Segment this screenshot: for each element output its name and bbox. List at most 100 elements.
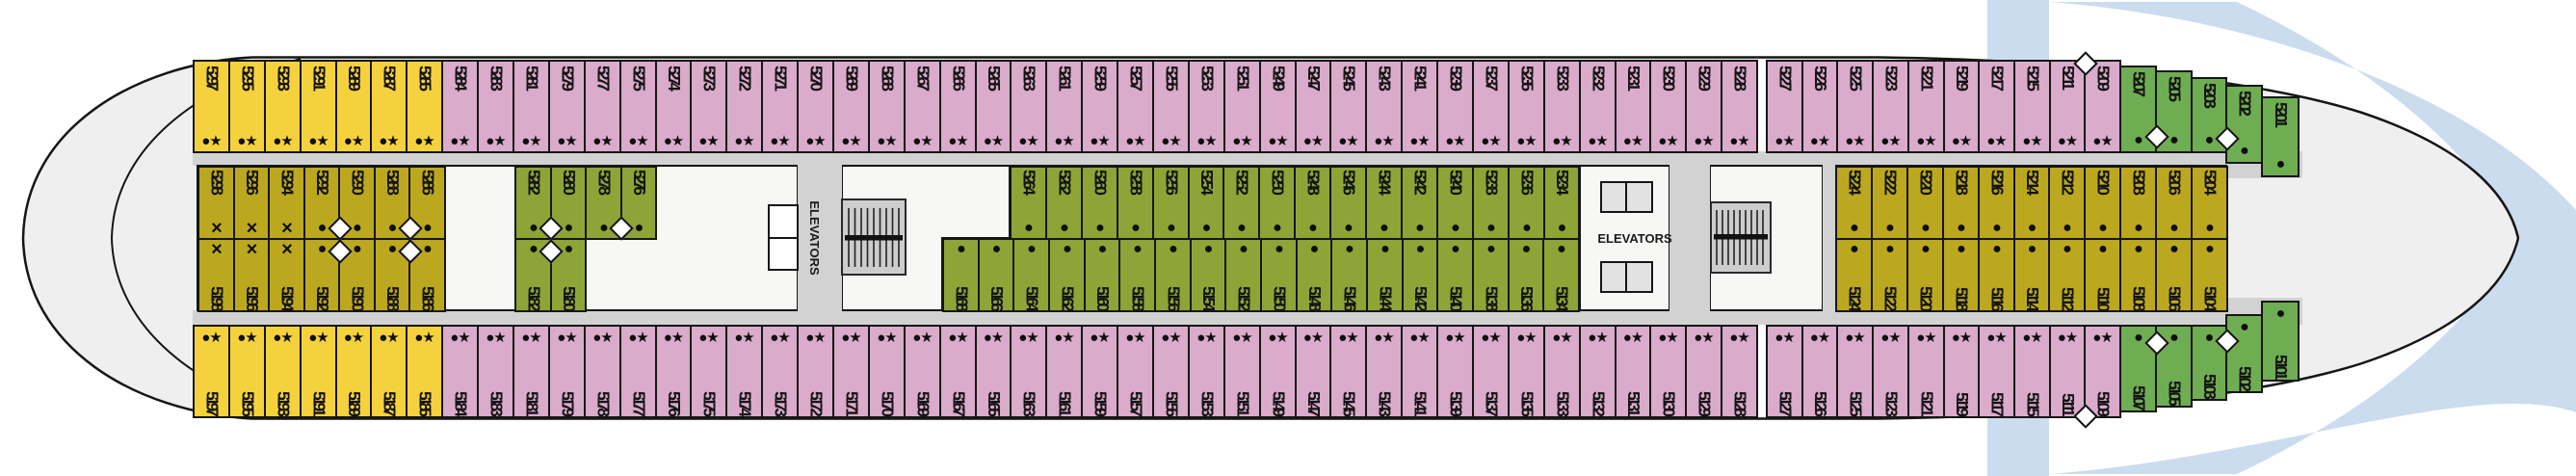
cabin-5270[interactable]: 5270 ●★ [797,60,834,153]
cabin-5204[interactable]: 5204 ● [2191,166,2228,240]
cabin-5272[interactable]: 5272 ●★ [725,60,763,153]
cabin-5223[interactable]: 5223 ●★ [1872,60,1909,153]
cabin-5235[interactable]: 5235 ●★ [1508,60,1545,153]
cabin-5226[interactable]: 5226 ●★ [1801,60,1838,153]
cabin-5118[interactable]: ● 5118 [1942,238,1980,312]
cabin-5263[interactable]: 5263 ●★ [1010,60,1047,153]
cabin-5192[interactable]: ● 5192 [303,238,340,312]
cabin-5297[interactable]: 5297 ●★ [193,60,230,153]
cabin-5120[interactable]: ● 5120 [1906,238,1944,312]
cabin-5180[interactable]: ● 5180 [550,238,587,312]
cabin-5244[interactable]: 5244 ● [1365,166,1403,240]
cabin-5136[interactable]: ● 5136 [1508,238,1544,312]
cabin-5121[interactable]: ●★ 5121 [1907,325,1945,418]
cabin-5203[interactable]: 5203 ● [2191,77,2227,153]
cabin-5214[interactable]: 5214 ● [2013,166,2050,240]
cabin-5211[interactable]: 5211 ●★ [2049,60,2086,153]
cabin-5264[interactable]: 5264 ● [1010,166,1047,240]
cabin-5206[interactable]: 5206 ● [2155,166,2193,240]
cabin-5149[interactable]: ●★ 5149 [1259,325,1297,418]
cabin-5164[interactable]: ● 5164 [1012,238,1050,312]
cabin-5233[interactable]: 5233 ●★ [1543,60,1581,153]
cabin-5255[interactable]: 5255 ●★ [1152,60,1190,153]
cabin-5237[interactable]: 5237 ●★ [1472,60,1510,153]
cabin-5286[interactable]: 5286 ● [408,166,446,240]
cabin-5216[interactable]: 5216 ● [1978,166,2015,240]
cabin-5163[interactable]: ●★ 5163 [1010,325,1047,418]
cabin-5218[interactable]: 5218 ● [1942,166,1980,240]
cabin-5262[interactable]: 5262 ● [1045,166,1083,240]
cabin-5251[interactable]: 5251 ●★ [1223,60,1261,153]
cabin-5294[interactable]: 5294 × [268,166,305,240]
cabin-5189[interactable]: ●★ 5189 [335,325,372,418]
cabin-5229[interactable]: 5229 ●★ [1685,60,1722,153]
cabin-5196[interactable]: × 5196 [233,238,270,312]
cabin-5209[interactable]: 5209 ●★ [2084,60,2121,153]
cabin-5119[interactable]: ●★ 5119 [1943,325,1980,418]
cabin-5147[interactable]: ●★ 5147 [1295,325,1331,418]
cabin-5253[interactable]: 5253 ●★ [1188,60,1225,153]
cabin-5191[interactable]: ●★ 5191 [300,325,337,418]
cabin-5103[interactable]: ● 5103 [2191,325,2227,401]
cabin-5243[interactable]: 5243 ●★ [1365,60,1403,153]
cabin-5159[interactable]: ●★ 5159 [1081,325,1118,418]
cabin-5247[interactable]: 5247 ●★ [1295,60,1331,153]
cabin-5202[interactable]: 5202 ● [2225,85,2263,164]
cabin-5258[interactable]: 5258 ● [1117,166,1154,240]
cabin-5261[interactable]: 5261 ●★ [1045,60,1083,153]
cabin-5197[interactable]: ●★ 5197 [193,325,230,418]
cabin-5260[interactable]: 5260 ● [1081,166,1118,240]
cabin-5112[interactable]: ● 5112 [2048,238,2086,312]
cabin-5122[interactable]: ● 5122 [1871,238,1908,312]
cabin-5150[interactable]: ● 5150 [1260,238,1298,312]
cabin-5104[interactable]: ● 5104 [2191,238,2228,312]
cabin-5287[interactable]: 5287 ●★ [370,60,407,153]
cabin-5232[interactable]: 5232 ●★ [1579,60,1617,153]
cabin-5137[interactable]: ●★ 5137 [1472,325,1510,418]
cabin-5217[interactable]: 5217 ●★ [1978,60,2015,153]
cabin-5175[interactable]: ●★ 5175 [690,325,727,418]
cabin-5171[interactable]: ●★ 5171 [832,325,870,418]
cabin-5256[interactable]: 5256 ● [1152,166,1190,240]
cabin-5179[interactable]: ●★ 5179 [548,325,586,418]
cabin-5274[interactable]: 5274 ●★ [655,60,692,153]
cabin-5220[interactable]: 5220 ● [1906,166,1944,240]
cabin-5208[interactable]: 5208 ● [2119,166,2157,240]
cabin-5101[interactable]: ● 5101 [2261,301,2300,382]
cabin-5221[interactable]: 5221 ●★ [1907,60,1945,153]
cabin-5125[interactable]: ●★ 5125 [1836,325,1874,418]
cabin-5239[interactable]: 5239 ●★ [1436,60,1474,153]
cabin-5156[interactable]: ● 5156 [1154,238,1192,312]
cabin-5108[interactable]: ● 5108 [2119,238,2157,312]
cabin-5132[interactable]: ●★ 5132 [1579,325,1617,418]
cabin-5161[interactable]: ●★ 5161 [1045,325,1083,418]
cabin-5177[interactable]: ●★ 5177 [619,325,657,418]
cabin-5162[interactable]: ● 5162 [1048,238,1086,312]
cabin-5185[interactable]: ●★ 5185 [406,325,443,418]
cabin-5242[interactable]: 5242 ● [1401,166,1438,240]
cabin-5269[interactable]: 5269 ●★ [832,60,870,153]
cabin-5138[interactable]: ● 5138 [1472,238,1510,312]
cabin-5249[interactable]: 5249 ●★ [1259,60,1297,153]
cabin-5219[interactable]: 5219 ●★ [1943,60,1980,153]
cabin-5266[interactable]: 5266 ●★ [939,60,977,153]
cabin-5254[interactable]: 5254 ● [1188,166,1224,240]
cabin-5115[interactable]: ●★ 5115 [2013,325,2051,418]
cabin-5245[interactable]: 5245 ●★ [1329,60,1367,153]
cabin-5290[interactable]: 5290 ● [338,166,376,240]
cabin-5194[interactable]: × 5194 [268,238,305,312]
cabin-5273[interactable]: 5273 ●★ [690,60,727,153]
cabin-5176[interactable]: ●★ 5176 [655,325,692,418]
cabin-5225[interactable]: 5225 ●★ [1836,60,1874,153]
cabin-5123[interactable]: ●★ 5123 [1872,325,1909,418]
cabin-5139[interactable]: ●★ 5139 [1436,325,1474,418]
cabin-5250[interactable]: 5250 ● [1258,166,1296,240]
cabin-5241[interactable]: 5241 ●★ [1401,60,1438,153]
cabin-5184[interactable]: ●★ 5184 [441,325,479,418]
cabin-5227[interactable]: 5227 ●★ [1766,60,1803,153]
cabin-5275[interactable]: 5275 ●★ [619,60,657,153]
cabin-5126[interactable]: ●★ 5126 [1801,325,1838,418]
cabin-5151[interactable]: ●★ 5151 [1223,325,1261,418]
cabin-5148[interactable]: ● 5148 [1296,238,1332,312]
cabin-5133[interactable]: ●★ 5133 [1543,325,1581,418]
